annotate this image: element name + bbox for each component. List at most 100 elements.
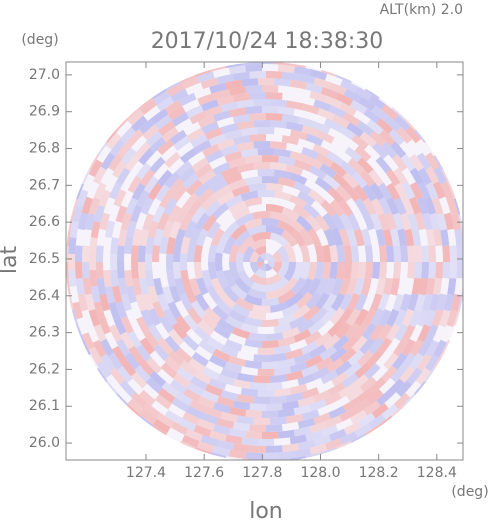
echo-cell (273, 344, 292, 355)
echo-cell (201, 121, 220, 135)
echo-cell (273, 169, 292, 180)
echo-cell (202, 366, 220, 381)
echo-cell (159, 315, 174, 334)
echo-cell (225, 63, 243, 69)
echo-cell (164, 335, 181, 353)
echo-cell (99, 212, 111, 231)
echo-cell (277, 408, 295, 418)
echo-cell (421, 212, 433, 231)
echo-cell (205, 149, 224, 164)
echo-cell (108, 153, 123, 172)
echo-cell (249, 239, 266, 251)
echo-cell (285, 348, 304, 360)
echo-cell (180, 74, 196, 84)
echo-cell (409, 352, 424, 371)
echo-cell (220, 123, 239, 135)
echo-cell (305, 214, 322, 232)
echo-cell (197, 418, 215, 431)
echo-cell (171, 397, 190, 412)
echo-cell (336, 74, 352, 84)
echo-cell (340, 431, 358, 445)
echo-cell (138, 262, 147, 279)
echo-cell (298, 277, 314, 297)
echo-cell (249, 445, 266, 453)
echo-cell (366, 350, 383, 368)
echo-cell (163, 197, 178, 216)
echo-cell (189, 399, 208, 413)
echo-cell (309, 421, 327, 434)
echo-cell (156, 337, 173, 355)
x-unit: (deg) (451, 484, 488, 500)
x-tick-label: 127.6 (184, 465, 224, 481)
echo-cell (277, 336, 296, 348)
echo-cell (400, 153, 416, 172)
echo-cell (117, 277, 128, 296)
echo-cell (249, 113, 266, 121)
echo-cell (216, 396, 235, 408)
echo-cell (244, 338, 262, 348)
echo-cell (328, 405, 347, 420)
echo-cell (228, 355, 246, 367)
echo-cell (354, 86, 373, 101)
echo-cell (353, 322, 369, 340)
echo-cell (152, 300, 166, 319)
echo-cell (257, 347, 275, 355)
echo-cell (168, 177, 184, 195)
echo-cell (388, 378, 405, 395)
echo-cell (209, 354, 227, 369)
echo-cell (339, 102, 357, 117)
echo-cell (298, 227, 314, 247)
echo-cell (378, 309, 392, 328)
echo-cell (182, 411, 201, 426)
echo-cell (321, 69, 337, 77)
echo-cell (375, 228, 386, 247)
echo-cell (371, 402, 389, 419)
echo-cell (269, 162, 288, 172)
echo-cell (361, 322, 377, 340)
echo-cell (194, 244, 203, 262)
echo-cell (197, 115, 216, 129)
echo-cell (154, 394, 172, 410)
echo-cell (82, 262, 90, 279)
echo-cell (320, 424, 339, 437)
echo-cell (358, 96, 376, 112)
echo-cell (297, 417, 316, 429)
echo-cell (236, 372, 255, 383)
echo-cell (307, 277, 322, 297)
echo-cell (278, 358, 296, 369)
echo-cell (84, 213, 96, 231)
echo-cell (154, 114, 172, 130)
echo-cell (200, 412, 219, 425)
echo-cell (307, 319, 326, 335)
x-tick-label: 127.8 (242, 465, 282, 481)
echo-cell (343, 88, 362, 103)
echo-cell (178, 166, 196, 183)
echo-cell (346, 228, 358, 247)
echo-cell (392, 212, 405, 231)
echo-cell (72, 301, 84, 320)
echo-cell (198, 169, 216, 185)
echo-cell (362, 197, 377, 216)
echo-cell (349, 409, 368, 425)
echo-cell (405, 126, 422, 144)
echo-cell (197, 93, 215, 106)
echo-cell (261, 218, 280, 227)
echo-cell (204, 127, 223, 141)
echo-cell (81, 196, 94, 215)
echo-cell (368, 414, 386, 430)
echo-cell (359, 131, 377, 148)
echo-cell (143, 402, 161, 419)
echo-cell (362, 212, 375, 231)
echo-cell (209, 178, 228, 194)
echo-cell (299, 244, 311, 262)
echo-cell (342, 172, 359, 189)
echo-cell (440, 181, 453, 200)
echo-cell (350, 433, 366, 443)
echo-cell (394, 182, 409, 201)
echo-cell (197, 319, 215, 337)
echo-cell (108, 301, 121, 320)
echo-cell (305, 430, 323, 442)
echo-cell (300, 341, 319, 355)
echo-cell (301, 409, 320, 421)
echo-cell (340, 79, 358, 93)
